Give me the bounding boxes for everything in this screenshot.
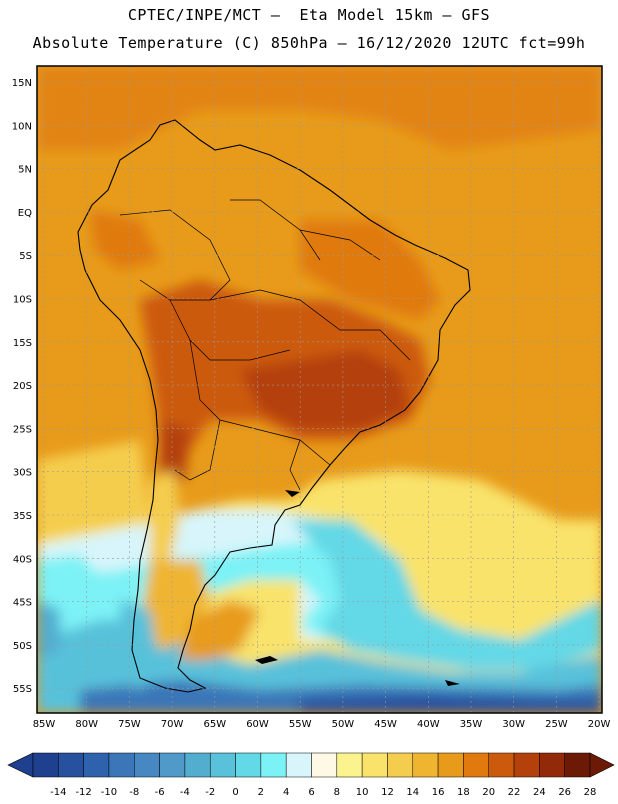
colorbar-tick-label: -10 bbox=[101, 787, 117, 798]
colorbar-swatch bbox=[58, 752, 84, 778]
colorbar-swatch bbox=[463, 752, 489, 778]
latitude-label: 55S bbox=[13, 684, 32, 695]
colorbar-swatch bbox=[285, 752, 312, 778]
map-frame bbox=[36, 65, 603, 714]
colorbar-tick-label: -4 bbox=[180, 787, 190, 798]
colorbar-swatch bbox=[513, 752, 540, 778]
colorbar-tick-label: -2 bbox=[205, 787, 215, 798]
colorbar-tick-label: 10 bbox=[356, 787, 369, 798]
latitude-label: 10N bbox=[12, 121, 32, 132]
latitude-label: 30S bbox=[13, 468, 32, 479]
colorbar-swatch bbox=[159, 752, 186, 778]
latitude-label: 40S bbox=[13, 554, 32, 565]
longitude-label: 65W bbox=[203, 719, 226, 730]
longitude-label: 80W bbox=[75, 719, 98, 730]
longitude-label: 35W bbox=[460, 719, 483, 730]
latitude-label: 35S bbox=[13, 511, 32, 522]
latitude-label: 45S bbox=[13, 598, 32, 609]
colorbar-tick-label: 18 bbox=[457, 787, 470, 798]
colorbar-tick-label: 4 bbox=[283, 787, 289, 798]
colorbar-swatch bbox=[209, 752, 236, 778]
latitude-label: 20S bbox=[13, 381, 32, 392]
longitude-label: 40W bbox=[417, 719, 440, 730]
latitude-label: 50S bbox=[13, 641, 32, 652]
colorbar-swatch bbox=[336, 752, 363, 778]
map-title-line2: Absolute Temperature (C) 850hPa – 16/12/… bbox=[32, 34, 586, 52]
colorbar-swatch bbox=[539, 752, 565, 778]
colorbar-swatch bbox=[361, 752, 388, 778]
longitude-label: 85W bbox=[33, 719, 56, 730]
colorbar-tick-label: 6 bbox=[308, 787, 314, 798]
colorbar-swatch bbox=[387, 752, 414, 778]
longitude-label: 75W bbox=[118, 719, 141, 730]
colorbar-swatch bbox=[108, 752, 135, 778]
lat-lon-grid bbox=[37, 66, 602, 713]
colorbar-swatch bbox=[32, 752, 59, 778]
colorbar-swatch bbox=[260, 752, 287, 778]
longitude-label: 55W bbox=[289, 719, 312, 730]
colorbar-tick-label: -12 bbox=[75, 787, 91, 798]
latitude-label: 25S bbox=[13, 424, 32, 435]
colorbar-swatch bbox=[488, 752, 515, 778]
colorbar-tick-label: 14 bbox=[406, 787, 419, 798]
colorbar-swatch bbox=[412, 752, 439, 778]
colorbar-tick-label: 26 bbox=[558, 787, 571, 798]
colorbar-swatch bbox=[134, 752, 160, 778]
colorbar-tick-label: 20 bbox=[482, 787, 495, 798]
colorbar-tick-label: 22 bbox=[508, 787, 521, 798]
colorbar-tick-label: 12 bbox=[381, 787, 394, 798]
longitude-label: 70W bbox=[161, 719, 184, 730]
longitude-label: 30W bbox=[502, 719, 525, 730]
coastline bbox=[77, 119, 471, 693]
latitude-label: 10S bbox=[13, 295, 32, 306]
colorbar-tick-label: 2 bbox=[258, 787, 264, 798]
latitude-label: 5N bbox=[18, 165, 32, 176]
colorbar: -14 -12 -10 -8 -6 -4 -2 0 2 4 6 8 10 12 14 16 18 20 22 24 26… bbox=[7, 752, 615, 798]
colorbar-tick-label: 0 bbox=[232, 787, 238, 798]
colorbar-tick-label: 28 bbox=[584, 787, 597, 798]
colorbar-tick-label: 24 bbox=[533, 787, 546, 798]
longitude-label: 45W bbox=[374, 719, 397, 730]
latitude-label: 15S bbox=[13, 338, 32, 349]
colorbar-swatch bbox=[184, 752, 211, 778]
longitude-label: 25W bbox=[545, 719, 568, 730]
latitude-label: 5S bbox=[19, 251, 32, 262]
latitude-label: 15N bbox=[12, 78, 32, 89]
colorbar-min-arrow bbox=[7, 752, 34, 778]
colorbar-tick-label: 16 bbox=[432, 787, 445, 798]
colorbar-tick-label: -14 bbox=[50, 787, 66, 798]
colorbar-swatch bbox=[83, 752, 110, 778]
longitude-label: 60W bbox=[246, 719, 269, 730]
colorbar-tick-label: -6 bbox=[155, 787, 165, 798]
colorbar-max-arrow bbox=[589, 752, 615, 778]
longitude-label: 20W bbox=[588, 719, 611, 730]
colorbar-tick-label: -8 bbox=[129, 787, 139, 798]
colorbar-swatch bbox=[311, 752, 338, 778]
temperature-field bbox=[37, 66, 602, 713]
latitude-label: EQ bbox=[18, 208, 32, 219]
colorbar-swatch bbox=[437, 752, 464, 778]
colorbar-swatch bbox=[564, 752, 591, 778]
colorbar-swatch bbox=[235, 752, 262, 778]
longitude-label: 50W bbox=[332, 719, 355, 730]
colorbar-tick-label: 8 bbox=[334, 787, 340, 798]
country-borders bbox=[119, 199, 411, 491]
map-title-line1: CPTEC/INPE/MCT – Eta Model 15km – GFS bbox=[127, 6, 491, 24]
